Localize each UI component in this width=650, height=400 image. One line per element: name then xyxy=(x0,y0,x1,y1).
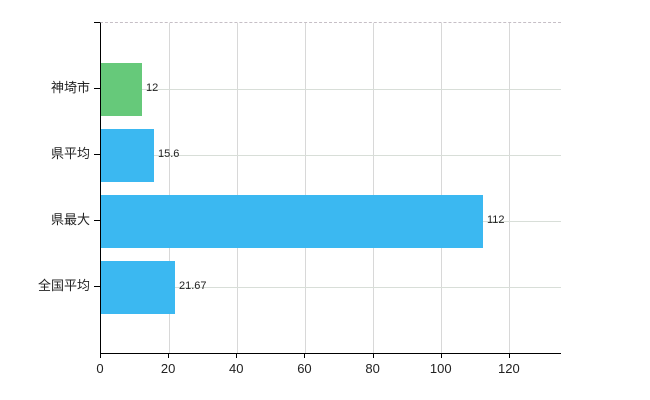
x-axis-tick xyxy=(440,353,442,358)
category-label: 全国平均 xyxy=(37,278,90,293)
x-axis-tick xyxy=(372,353,374,358)
x-axis-tick-label: 80 xyxy=(365,361,380,376)
y-axis-tick xyxy=(94,87,100,89)
x-axis-tick-label: 0 xyxy=(96,361,104,376)
category-label: 県最大 xyxy=(50,212,90,227)
vertical-gridline xyxy=(304,23,306,353)
vertical-gridline xyxy=(236,23,238,353)
x-axis-tick xyxy=(100,353,101,358)
bar-value-label: 112 xyxy=(487,214,505,226)
vertical-gridline xyxy=(168,23,170,353)
plot-area xyxy=(100,22,561,354)
x-axis-tick-label: 40 xyxy=(229,361,244,376)
x-axis-tick-label: 120 xyxy=(498,361,520,376)
x-axis-tick-label: 60 xyxy=(297,361,312,376)
bar-0 xyxy=(101,63,142,116)
y-axis-tick xyxy=(94,285,100,287)
category-label: 神埼市 xyxy=(50,80,90,95)
bar-value-label: 15.6 xyxy=(158,148,180,160)
bar-2 xyxy=(101,195,483,248)
horizontal-gridline xyxy=(101,154,561,156)
x-axis-tick xyxy=(168,353,170,358)
horizontal-gridline xyxy=(101,88,561,90)
x-axis-tick xyxy=(304,353,306,358)
bar-1 xyxy=(101,129,154,182)
x-axis-tick-label: 20 xyxy=(160,361,176,376)
horizontal-gridline xyxy=(101,286,561,288)
category-label: 県平均 xyxy=(50,146,90,161)
vertical-gridline xyxy=(373,23,375,353)
x-axis-tick xyxy=(236,353,238,358)
x-axis-tick xyxy=(508,353,510,358)
vertical-gridline xyxy=(441,23,443,353)
bar-3 xyxy=(101,261,175,314)
x-axis-tick-label: 100 xyxy=(429,361,452,376)
bar-value-label: 21.67 xyxy=(179,280,207,292)
vertical-gridline xyxy=(509,23,511,353)
bar-value-label: 12 xyxy=(146,82,159,94)
y-axis-top-tick xyxy=(94,22,100,23)
y-axis-tick xyxy=(94,153,100,155)
y-axis-tick xyxy=(94,219,100,221)
